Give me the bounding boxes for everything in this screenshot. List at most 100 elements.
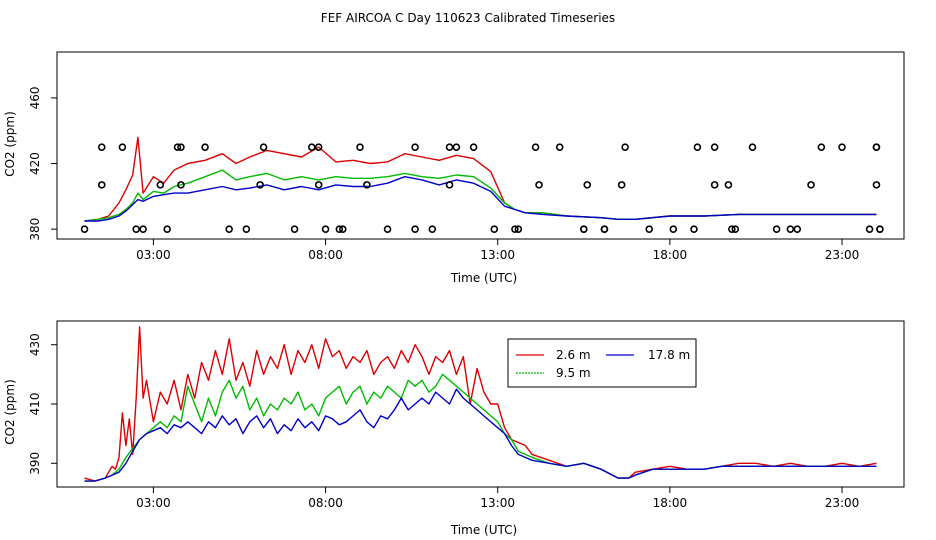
scatter-point bbox=[411, 143, 419, 151]
scatter-point bbox=[132, 225, 140, 233]
scatter-point bbox=[710, 143, 719, 151]
x-tick-label: 18:00 bbox=[653, 248, 688, 262]
legend: 2.6 m 17.8 m 9.5 m bbox=[507, 338, 697, 388]
scatter-point bbox=[583, 181, 592, 189]
x-tick-label: 23:00 bbox=[825, 496, 860, 510]
scatter-point bbox=[876, 225, 884, 233]
series-line-9-5-m bbox=[84, 373, 877, 482]
scatter-point bbox=[511, 225, 519, 233]
scatter-point bbox=[139, 225, 147, 233]
top-x-axis-label: Time (UTC) bbox=[450, 271, 517, 285]
scatter-point bbox=[314, 143, 323, 151]
scatter-point bbox=[872, 181, 881, 189]
scatter-point bbox=[356, 143, 364, 151]
scatter-point bbox=[452, 143, 461, 151]
scatter-point bbox=[728, 225, 736, 233]
scatter-point bbox=[335, 225, 344, 233]
scatter-point bbox=[307, 143, 316, 151]
scatter-point bbox=[80, 225, 89, 233]
scatter-point bbox=[865, 225, 874, 233]
top-x-axis: 03:00 08:00 13:00 18:00 23:00 bbox=[136, 239, 859, 262]
scatter-point bbox=[445, 181, 454, 189]
scatter-point bbox=[645, 225, 654, 233]
series-line-9-5-m bbox=[84, 169, 877, 222]
series-line-2-6-m bbox=[84, 326, 877, 482]
x-tick-label: 23:00 bbox=[825, 248, 860, 262]
scatter-point bbox=[428, 225, 437, 233]
scatter-point bbox=[535, 181, 543, 189]
scatter-point bbox=[201, 143, 209, 151]
bottom-x-axis-label: Time (UTC) bbox=[450, 523, 517, 537]
scatter-point bbox=[314, 181, 323, 189]
scatter-point bbox=[772, 225, 781, 233]
top-panel: 03:00 08:00 13:00 18:00 23:00 380 420 460 Time… bbox=[3, 51, 905, 285]
legend-box bbox=[507, 338, 697, 388]
scatter-point bbox=[173, 143, 182, 151]
scatter-point bbox=[490, 225, 499, 233]
top-scatter-group bbox=[80, 143, 884, 233]
top-plot-frame bbox=[56, 51, 905, 240]
series-line-17-8-m bbox=[84, 388, 877, 482]
scatter-point bbox=[724, 181, 733, 189]
scatter-point bbox=[555, 143, 564, 151]
scatter-point bbox=[445, 143, 454, 151]
y-tick-label: 390 bbox=[28, 452, 42, 475]
bottom-x-axis: 03:00 08:00 13:00 18:00 23:00 bbox=[136, 487, 859, 510]
x-tick-label: 08:00 bbox=[308, 248, 343, 262]
scatter-point bbox=[118, 143, 127, 151]
y-tick-label: 410 bbox=[28, 393, 42, 416]
top-y-axis-label: CO2 (ppm) bbox=[3, 111, 17, 177]
x-tick-label: 08:00 bbox=[308, 496, 343, 510]
scatter-point bbox=[690, 225, 698, 233]
x-tick-label: 03:00 bbox=[136, 496, 171, 510]
scatter-point bbox=[363, 181, 371, 189]
legend-label-9-5m: 9.5 m bbox=[556, 366, 591, 380]
scatter-point bbox=[225, 225, 233, 233]
scatter-point bbox=[817, 143, 826, 151]
scatter-point bbox=[256, 181, 264, 189]
scatter-point bbox=[600, 225, 609, 233]
scatter-point bbox=[617, 181, 626, 189]
scatter-point bbox=[786, 225, 795, 233]
scatter-point bbox=[177, 143, 185, 151]
scatter-point bbox=[383, 225, 392, 233]
scatter-point bbox=[514, 225, 523, 233]
y-tick-label: 380 bbox=[28, 218, 42, 241]
scatter-point bbox=[710, 181, 719, 189]
scatter-point bbox=[163, 225, 171, 233]
scatter-point bbox=[259, 143, 268, 151]
bottom-series-group bbox=[84, 326, 877, 482]
scatter-point bbox=[97, 181, 106, 189]
scatter-point bbox=[156, 181, 165, 189]
scatter-point bbox=[579, 225, 588, 233]
scatter-point bbox=[97, 143, 106, 151]
scatter-point bbox=[531, 143, 540, 151]
x-tick-label: 18:00 bbox=[653, 496, 688, 510]
scatter-point bbox=[290, 225, 299, 233]
top-y-axis: 380 420 460 bbox=[28, 86, 57, 241]
series-line-17-8-m bbox=[84, 175, 877, 222]
y-tick-label: 460 bbox=[28, 86, 42, 109]
y-tick-label: 430 bbox=[28, 333, 42, 356]
bottom-y-axis-label: CO2 (ppm) bbox=[3, 379, 17, 445]
scatter-point bbox=[872, 143, 881, 151]
scatter-point bbox=[321, 225, 330, 233]
x-tick-label: 03:00 bbox=[136, 248, 171, 262]
scatter-point bbox=[748, 143, 757, 151]
x-tick-label: 13:00 bbox=[480, 248, 515, 262]
bottom-y-axis: 390 410 430 bbox=[28, 333, 57, 475]
scatter-point bbox=[411, 225, 419, 233]
chart-title: FEF AIRCOA C Day 110623 Calibrated Times… bbox=[321, 11, 615, 25]
scatter-point bbox=[693, 143, 702, 151]
scatter-point bbox=[731, 225, 740, 233]
legend-label-17-8m: 17.8 m bbox=[648, 348, 690, 362]
bottom-panel: 03:00 08:00 13:00 18:00 23:00 390 410 430 Time… bbox=[3, 320, 905, 537]
scatter-point bbox=[469, 143, 478, 151]
scatter-point bbox=[807, 181, 815, 189]
x-tick-label: 13:00 bbox=[480, 496, 515, 510]
scatter-point bbox=[338, 225, 347, 233]
scatter-point bbox=[242, 225, 251, 233]
y-tick-label: 420 bbox=[28, 152, 42, 175]
scatter-point bbox=[177, 181, 185, 189]
